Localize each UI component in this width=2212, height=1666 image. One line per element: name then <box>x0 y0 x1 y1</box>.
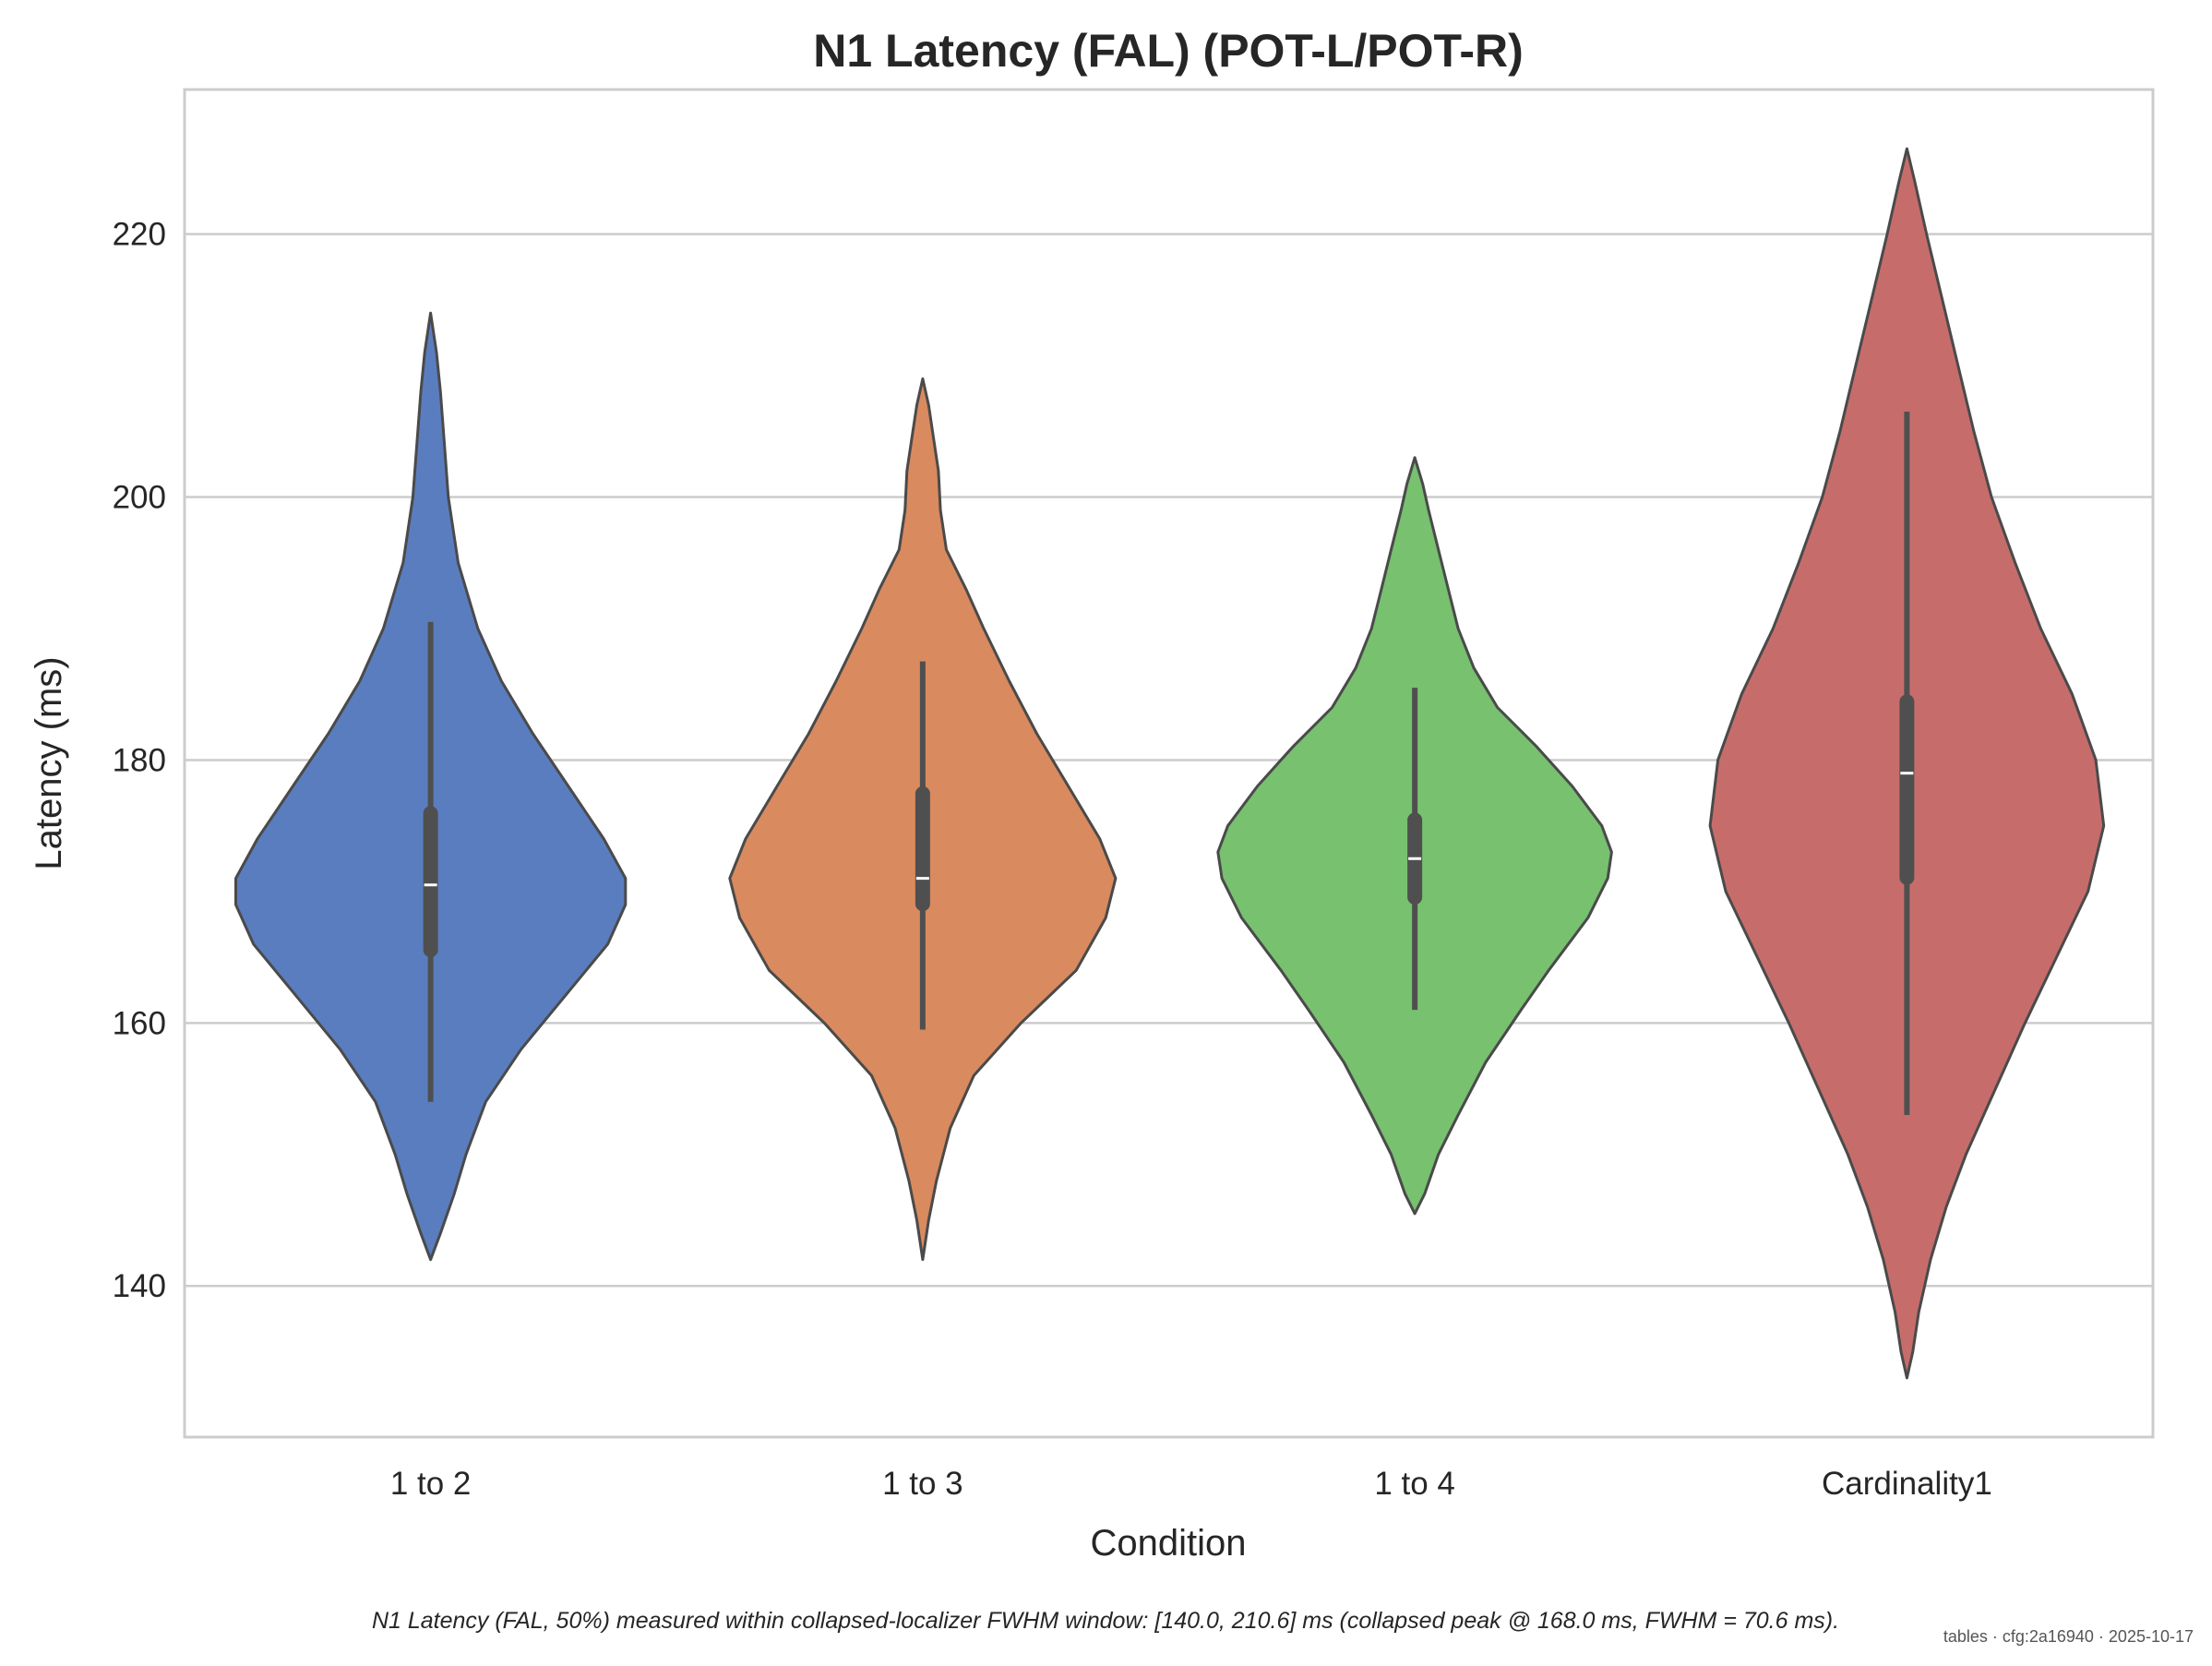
violin-1 <box>234 311 628 1262</box>
chart-title: N1 Latency (FAL) (POT-L/POT-R) <box>813 25 1523 77</box>
plot-frame <box>183 88 2155 1439</box>
footer-stamp: tables · cfg:2a16940 · 2025-10-17 <box>1943 1627 2194 1646</box>
y-axis-label: Latency (ms) <box>29 656 69 869</box>
violin-4 <box>1708 147 2106 1380</box>
chart-caption: N1 Latency (FAL, 50%) measured within co… <box>372 1608 1839 1634</box>
violin-iqr-box-1 <box>423 806 438 958</box>
x-axis-ticks: 1 to 2 1 to 3 1 to 4 Cardinality1 <box>390 1466 1992 1502</box>
violin-2 <box>728 377 1118 1262</box>
x-tick-label-2: 1 to 3 <box>882 1466 963 1502</box>
y-tick-label-160: 160 <box>113 1005 166 1041</box>
y-tick-label-140: 140 <box>113 1268 166 1304</box>
y-tick-label-200: 200 <box>113 480 166 516</box>
y-tick-label-180: 180 <box>113 742 166 778</box>
x-tick-label-3: 1 to 4 <box>1374 1466 1455 1502</box>
y-tick-label-220: 220 <box>113 217 166 253</box>
violin-3 <box>1216 456 1613 1216</box>
violin-iqr-box-2 <box>915 785 930 912</box>
x-tick-label-1: 1 to 2 <box>390 1466 472 1502</box>
x-tick-label-4: Cardinality1 <box>1822 1466 1992 1502</box>
y-axis-ticks: 140 160 180 200 220 <box>113 217 166 1305</box>
x-axis-label: Condition <box>1090 1523 1246 1564</box>
violin-iqr-box-4 <box>1899 694 1915 885</box>
violins <box>234 147 2106 1380</box>
